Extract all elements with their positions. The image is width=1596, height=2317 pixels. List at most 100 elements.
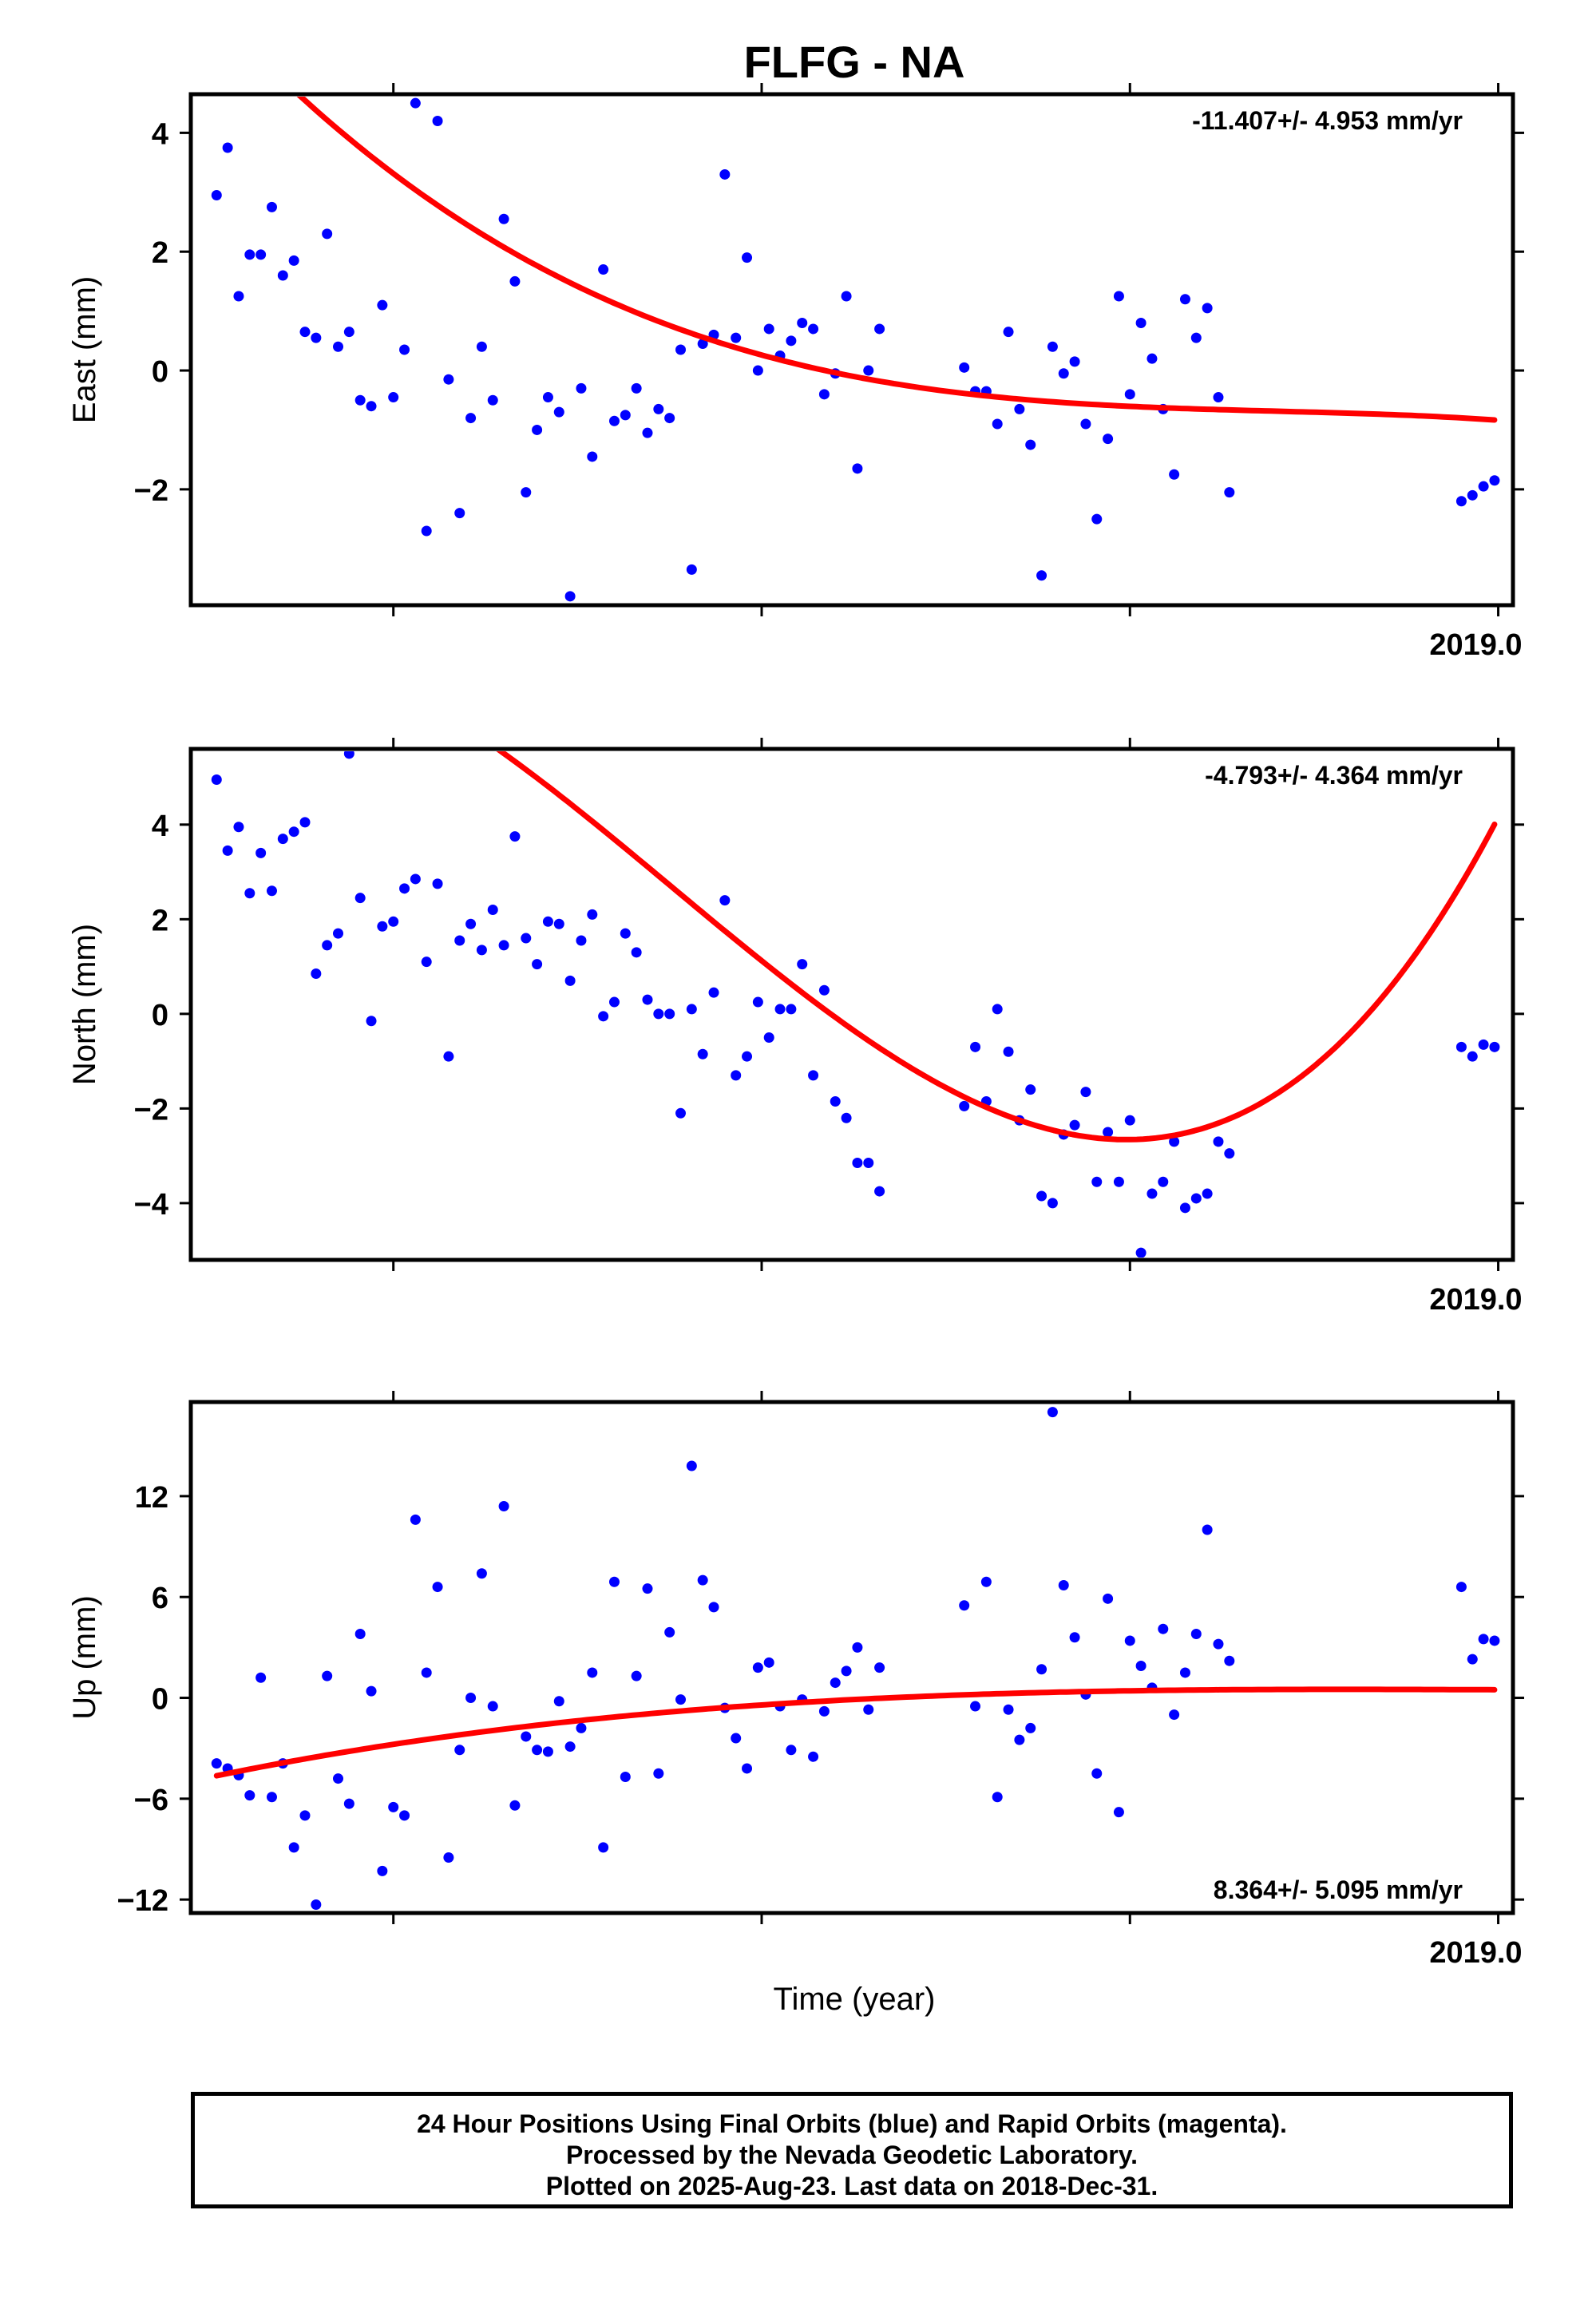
data-point: [255, 249, 267, 260]
data-point: [752, 996, 763, 1008]
data-point: [498, 1501, 509, 1512]
y-tick-label: −4: [134, 1188, 168, 1222]
data-point: [443, 1051, 454, 1062]
data-point: [454, 1745, 465, 1756]
data-point: [1036, 1664, 1047, 1675]
data-point: [970, 1701, 981, 1712]
data-point: [1014, 403, 1025, 414]
data-point: [708, 1602, 719, 1613]
data-point: [1135, 318, 1147, 329]
data-point: [818, 389, 830, 400]
data-point: [244, 249, 255, 260]
data-point: [598, 1011, 609, 1022]
y-tick-label: 4: [152, 117, 168, 151]
data-point: [266, 885, 277, 897]
data-point: [959, 1600, 970, 1611]
y-tick-label: 0: [152, 999, 168, 1032]
data-point: [841, 1665, 852, 1677]
data-point: [498, 213, 509, 224]
data-point: [587, 451, 598, 462]
data-point: [1025, 1084, 1036, 1095]
data-point: [808, 1070, 819, 1081]
data-point: [1036, 1190, 1047, 1202]
data-point: [532, 959, 543, 970]
data-point: [521, 487, 532, 498]
footer-line-2: Processed by the Nevada Geodetic Laborat…: [565, 2141, 1139, 2169]
data-point: [1124, 1115, 1135, 1126]
data-point: [686, 1460, 697, 1471]
data-point: [808, 1751, 819, 1762]
y-axis-label: North (mm): [67, 924, 102, 1085]
data-point: [454, 935, 465, 946]
data-point: [1455, 496, 1467, 507]
data-point: [266, 201, 277, 212]
data-point: [366, 401, 377, 412]
data-point: [1169, 1136, 1180, 1147]
fit-curve: [213, 1686, 1498, 1779]
data-point: [874, 1662, 885, 1673]
data-point: [1113, 291, 1124, 302]
data-point: [532, 424, 543, 435]
rate-annotation: -4.793+/- 4.364 mm/yr: [1205, 761, 1463, 790]
data-point: [1069, 1119, 1080, 1131]
x-tick-label: 2019.0: [1429, 628, 1522, 662]
data-point: [288, 255, 299, 266]
data-point: [992, 1792, 1003, 1803]
data-point: [786, 1004, 797, 1015]
data-point: [311, 1899, 322, 1910]
data-point: [487, 904, 498, 915]
data-point: [731, 1733, 742, 1744]
data-point: [980, 1576, 992, 1587]
data-point: [763, 323, 774, 335]
y-tick-label: −2: [134, 474, 168, 508]
data-point: [1224, 487, 1235, 498]
data-point: [708, 987, 719, 998]
data-point: [432, 1582, 443, 1593]
data-point: [863, 365, 874, 376]
data-point: [288, 826, 299, 838]
data-point: [631, 382, 642, 394]
data-point: [808, 323, 819, 335]
data-point: [377, 1865, 388, 1876]
data-point: [410, 1514, 421, 1525]
data-point: [763, 1032, 774, 1043]
data-point: [818, 1705, 830, 1717]
rate-annotation: -11.407+/- 4.953 mm/yr: [1192, 106, 1463, 135]
data-point: [1169, 1709, 1180, 1721]
data-point: [542, 1746, 553, 1757]
data-point: [1091, 1176, 1103, 1187]
y-tick-label: −12: [117, 1884, 168, 1918]
data-point: [244, 1790, 255, 1801]
data-point: [653, 1768, 664, 1779]
data-point: [642, 994, 653, 1005]
y-tick-label: 12: [135, 1481, 168, 1515]
rate-annotation: 8.364+/- 5.095 mm/yr: [1214, 1875, 1463, 1904]
data-point: [322, 1670, 333, 1681]
data-point: [432, 878, 443, 889]
data-point: [1147, 353, 1158, 364]
data-point: [1467, 1051, 1478, 1062]
data-point: [697, 339, 708, 350]
data-point: [1069, 356, 1080, 367]
footer-line-1: 24 Hour Positions Using Final Orbits (bl…: [417, 2109, 1287, 2138]
data-point: [1213, 1638, 1224, 1650]
data-point: [642, 1583, 653, 1594]
data-point: [1190, 332, 1202, 343]
data-point: [1158, 1623, 1169, 1634]
data-point: [970, 1041, 981, 1052]
data-point: [354, 394, 366, 406]
data-point: [454, 508, 465, 519]
data-point: [542, 916, 553, 927]
data-point: [509, 831, 521, 842]
data-point: [1489, 1635, 1500, 1646]
data-point: [343, 327, 354, 338]
data-point: [1103, 1127, 1114, 1138]
data-point: [222, 142, 233, 153]
x-axis-label: Time (year): [774, 1982, 936, 2017]
panel-east: 2019.0 −2 0 2 4 East (mm) -11.407+/- 4.953 mm/…: [67, 83, 1524, 662]
data-point: [1169, 469, 1180, 480]
data-point: [487, 394, 498, 406]
data-point: [277, 270, 288, 281]
data-point: [959, 1100, 970, 1111]
data-point: [830, 1677, 841, 1689]
